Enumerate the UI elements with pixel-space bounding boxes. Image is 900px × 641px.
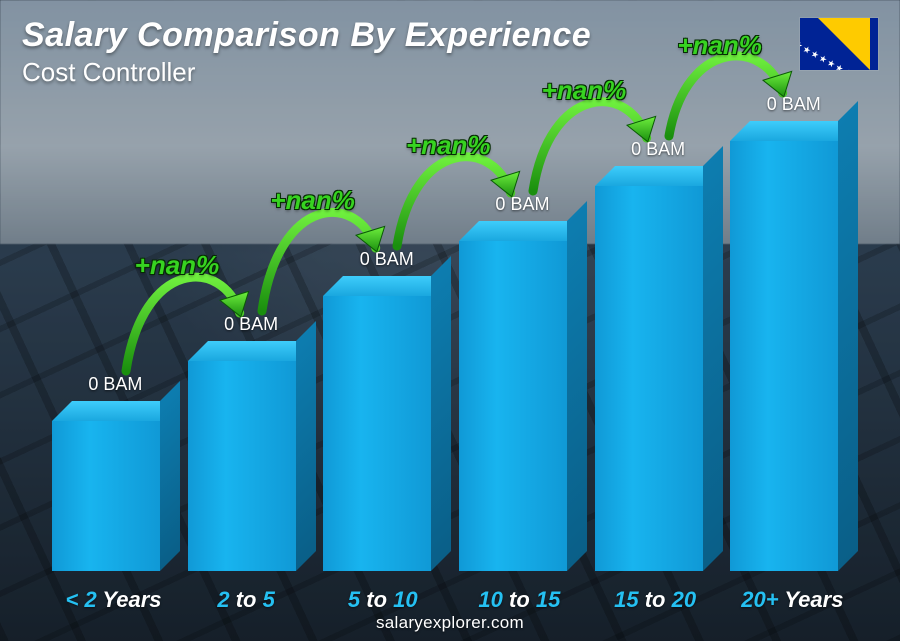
bar-front-face (323, 296, 431, 571)
bar-column: 0 BAM20+ Years (718, 141, 850, 571)
bar-column: 0 BAM10 to 15 (447, 241, 579, 571)
bars-container: 0 BAM< 2 Years0 BAM2 to 50 BAM5 to 100 B… (40, 101, 850, 571)
delta-label: +nan% (677, 30, 762, 61)
bar-value-label: 0 BAM (171, 314, 331, 335)
bar-column: 0 BAM2 to 5 (176, 361, 308, 571)
bar-value-label: 0 BAM (307, 249, 467, 270)
bar-column: 0 BAM< 2 Years (40, 421, 172, 571)
bar-category-label: 5 to 10 (348, 587, 418, 613)
bar (188, 361, 296, 571)
bar-front-face (52, 421, 160, 571)
bar (730, 141, 838, 571)
bar (595, 186, 703, 571)
bar (52, 421, 160, 571)
bar-category-label: 15 to 20 (614, 587, 696, 613)
delta-label: +nan% (135, 250, 220, 281)
bar-value-label: 0 BAM (35, 374, 195, 395)
bar-category-label: 2 to 5 (217, 587, 275, 613)
bar-chart: 0 BAM< 2 Years0 BAM2 to 50 BAM5 to 100 B… (0, 81, 870, 641)
chart-title: Salary Comparison By Experience (22, 16, 591, 55)
bar-front-face (459, 241, 567, 571)
country-flag-icon: ★ ★ ★ ★ ★ ★ ★ ★ ★ (800, 18, 878, 70)
delta-label: +nan% (406, 130, 491, 161)
bar-value-label: 0 BAM (714, 94, 874, 115)
header: Salary Comparison By Experience Cost Con… (22, 16, 591, 88)
chart-stage: Salary Comparison By Experience Cost Con… (0, 0, 900, 641)
footer-attribution: salaryexplorer.com (0, 613, 900, 633)
bar-side-face (838, 101, 858, 571)
bar-category-label: < 2 Years (65, 587, 161, 613)
bar-column: 0 BAM5 to 10 (311, 296, 443, 571)
bar-value-label: 0 BAM (442, 194, 602, 215)
delta-label: +nan% (542, 75, 627, 106)
bar-front-face (730, 141, 838, 571)
delta-label: +nan% (270, 185, 355, 216)
bar-category-label: 10 to 15 (478, 587, 560, 613)
bar-front-face (595, 186, 703, 571)
bar-front-face (188, 361, 296, 571)
bar-column: 0 BAM15 to 20 (583, 186, 715, 571)
bar-value-label: 0 BAM (578, 139, 738, 160)
bar (459, 241, 567, 571)
bar-category-label: 20+ Years (741, 587, 843, 613)
bar (323, 296, 431, 571)
